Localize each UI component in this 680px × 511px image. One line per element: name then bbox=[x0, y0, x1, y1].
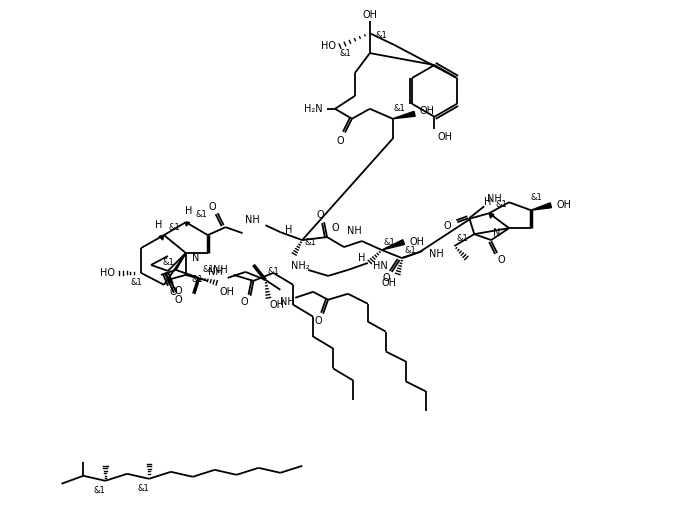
Polygon shape bbox=[531, 203, 551, 210]
Text: O: O bbox=[174, 286, 182, 296]
Text: O: O bbox=[209, 202, 216, 212]
Text: &1: &1 bbox=[339, 49, 351, 58]
Text: O: O bbox=[241, 297, 248, 307]
Text: OH: OH bbox=[219, 287, 234, 297]
Text: O: O bbox=[314, 316, 322, 326]
Text: &1: &1 bbox=[131, 278, 142, 287]
Text: O: O bbox=[443, 221, 452, 231]
Polygon shape bbox=[381, 240, 405, 250]
Text: HN: HN bbox=[373, 261, 388, 271]
Text: O: O bbox=[316, 210, 324, 220]
Text: H: H bbox=[483, 197, 491, 207]
Text: O: O bbox=[497, 255, 505, 265]
Text: NH: NH bbox=[429, 249, 444, 259]
Text: N: N bbox=[494, 228, 501, 238]
Text: &1: &1 bbox=[203, 265, 215, 274]
Polygon shape bbox=[393, 111, 415, 119]
Text: &1: &1 bbox=[93, 486, 105, 495]
Text: HO: HO bbox=[100, 268, 115, 278]
Text: OH: OH bbox=[381, 278, 396, 288]
Text: O: O bbox=[331, 223, 339, 233]
Text: NH: NH bbox=[245, 215, 260, 225]
Text: O: O bbox=[383, 273, 390, 283]
Text: OH: OH bbox=[362, 10, 377, 20]
Text: H₂N: H₂N bbox=[304, 104, 322, 114]
Text: NH: NH bbox=[487, 194, 502, 204]
Text: &1: &1 bbox=[304, 238, 316, 247]
Text: &1: &1 bbox=[162, 259, 174, 267]
Text: HO: HO bbox=[320, 41, 335, 51]
Text: OH: OH bbox=[270, 300, 285, 310]
Text: &1: &1 bbox=[137, 484, 149, 493]
Text: OH: OH bbox=[438, 132, 453, 142]
Text: NH: NH bbox=[214, 265, 228, 275]
Text: H: H bbox=[285, 225, 292, 235]
Text: N: N bbox=[192, 253, 199, 263]
Text: &1: &1 bbox=[495, 200, 507, 209]
Text: H: H bbox=[358, 253, 366, 263]
Text: &1: &1 bbox=[168, 223, 180, 231]
Text: OH: OH bbox=[556, 200, 571, 210]
Text: &1: &1 bbox=[192, 275, 203, 284]
Text: OH: OH bbox=[409, 237, 424, 247]
Text: H: H bbox=[155, 220, 163, 230]
Text: &1: &1 bbox=[196, 210, 207, 219]
Text: NH₂: NH₂ bbox=[291, 261, 309, 271]
Text: &1: &1 bbox=[394, 104, 405, 113]
Text: O: O bbox=[174, 295, 182, 305]
Text: &1: &1 bbox=[405, 245, 416, 254]
Text: NH: NH bbox=[208, 267, 223, 277]
Text: &1: &1 bbox=[376, 31, 388, 40]
Text: H: H bbox=[185, 206, 192, 216]
Text: O: O bbox=[336, 135, 344, 146]
Text: NH: NH bbox=[347, 226, 361, 236]
Text: &1: &1 bbox=[456, 234, 469, 243]
Text: OH: OH bbox=[419, 106, 434, 116]
Text: &1: &1 bbox=[384, 238, 396, 247]
Text: &1: &1 bbox=[530, 193, 542, 202]
Text: &1: &1 bbox=[267, 267, 279, 276]
Text: O: O bbox=[169, 287, 177, 297]
Text: NH: NH bbox=[280, 297, 294, 307]
